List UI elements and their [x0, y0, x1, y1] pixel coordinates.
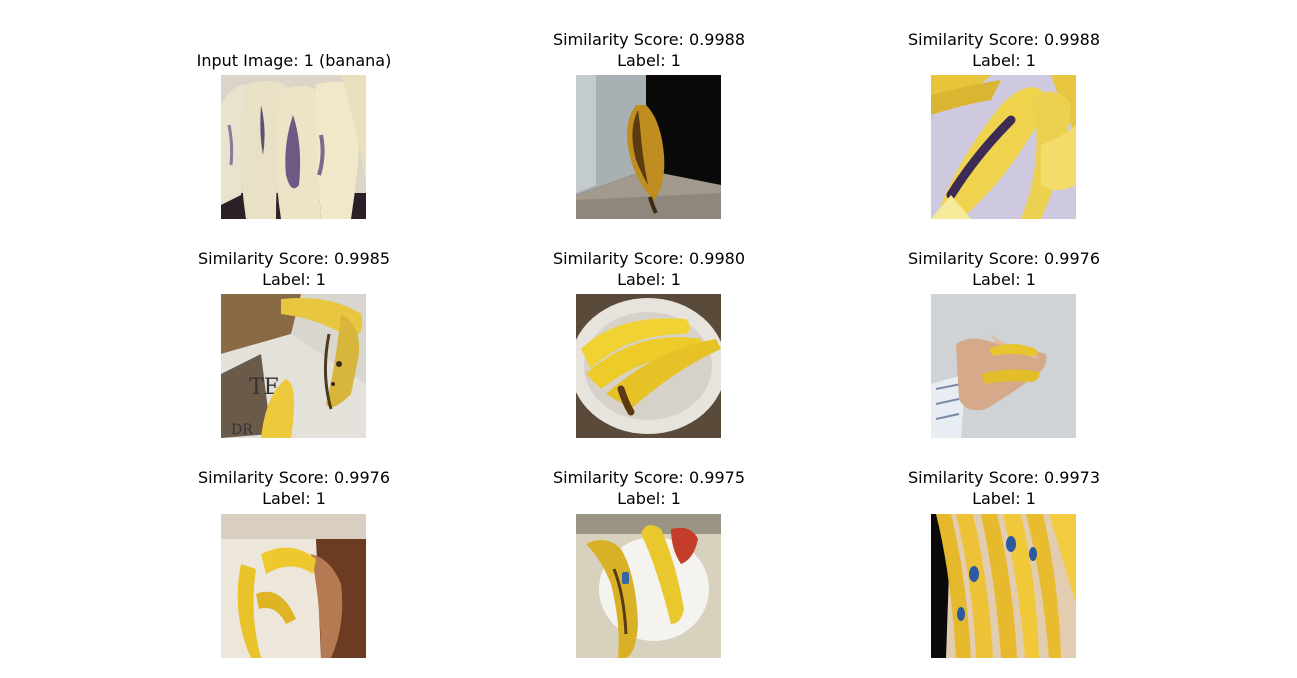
panel-1-image — [576, 75, 721, 219]
panel-4-image — [576, 294, 721, 438]
panel-title: Similarity Score: 0.9985 — [197, 249, 390, 268]
panel-0-image — [221, 75, 366, 219]
bananas-bowl-icon — [576, 294, 721, 438]
bananas-store-stickers-icon — [931, 514, 1076, 658]
panel-5-caption: Similarity Score: 0.9976 Label: 1 — [854, 248, 1154, 290]
panel-title: Similarity Score: 0.9988 — [907, 30, 1100, 49]
bananas-plate-icon — [576, 514, 721, 658]
panel-title: Similarity Score: 0.9976 — [197, 468, 390, 487]
panel-2-image — [931, 75, 1076, 219]
panel-3-image: TE DR — [221, 294, 366, 438]
single-banana-corner-icon — [576, 75, 721, 219]
panel-5-image — [931, 294, 1076, 438]
panel-3-caption: Similarity Score: 0.9985 Label: 1 — [144, 248, 444, 290]
bananas-newspaper-icon: TE DR — [221, 294, 366, 438]
bananas-in-hand-icon — [931, 294, 1076, 438]
banana-bunch-closeup-icon — [221, 75, 366, 219]
panel-0-caption: Input Image: 1 (banana) — [144, 50, 444, 71]
panel-title: Similarity Score: 0.9976 — [907, 249, 1100, 268]
panel-6-image — [221, 514, 366, 658]
panel-7-image — [576, 514, 721, 658]
banana-bunch-spotted-icon — [931, 75, 1076, 219]
panel-6-caption: Similarity Score: 0.9976 Label: 1 — [144, 467, 444, 509]
panel-label: Label: 1 — [617, 489, 681, 508]
panel-title: Similarity Score: 0.9975 — [552, 468, 745, 487]
panel-8-image — [931, 514, 1076, 658]
panel-label: Label: 1 — [972, 489, 1036, 508]
panel-8-caption: Similarity Score: 0.9973 Label: 1 — [854, 467, 1154, 509]
panel-4-caption: Similarity Score: 0.9980 Label: 1 — [499, 248, 799, 290]
panel-label: Label: 1 — [972, 51, 1036, 70]
panel-title: Similarity Score: 0.9980 — [552, 249, 745, 268]
panel-title: Similarity Score: 0.9988 — [552, 30, 745, 49]
panel-label: Label: 1 — [617, 51, 681, 70]
panel-label: Label: 1 — [262, 270, 326, 289]
panel-label: Label: 1 — [262, 489, 326, 508]
panel-7-caption: Similarity Score: 0.9975 Label: 1 — [499, 467, 799, 509]
panel-title: Input Image: 1 (banana) — [196, 51, 392, 70]
panel-title: Similarity Score: 0.9973 — [907, 468, 1100, 487]
panel-label: Label: 1 — [617, 270, 681, 289]
panel-label: Label: 1 — [972, 270, 1036, 289]
svg-text:DR: DR — [231, 422, 253, 438]
bananas-held-box-icon — [221, 514, 366, 658]
panel-2-caption: Similarity Score: 0.9988 Label: 1 — [854, 29, 1154, 71]
panel-1-caption: Similarity Score: 0.9988 Label: 1 — [499, 29, 799, 71]
